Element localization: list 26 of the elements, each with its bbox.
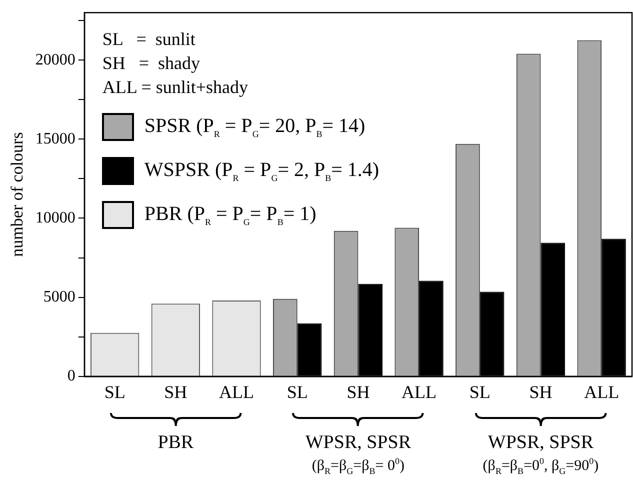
y-tick-label: 5000 [43, 288, 76, 306]
text: (β$_{R}$=β$_{B}$=0$^{0}$, β$_{G}$=90$^{0}$) [482, 456, 599, 476]
y-tick-label: 10000 [35, 209, 76, 226]
text: PBR [158, 432, 194, 454]
y-tick-label: 15000 [35, 130, 76, 148]
x-tick-label: SL [286, 382, 308, 402]
x-tick-label: SH [164, 382, 188, 402]
text: WPSR, SPSR [488, 432, 594, 454]
annotation: ALL = sunlit+shady [102, 76, 248, 98]
x-tick-label: ALL [219, 382, 254, 402]
x-tick-label: SH [346, 382, 370, 402]
y-axis-title: number of colours [8, 132, 27, 257]
text: (β$_{R}$=β$_{G}$=β$_{B}$= 0$^{0}$) [312, 456, 404, 476]
x-tick-label: ALL [584, 382, 620, 402]
y-tick-label: 0 [67, 368, 76, 385]
x-tick-label: SL [469, 382, 490, 402]
text: WPSR, SPSR [305, 432, 411, 454]
legend-label: SPSR (P$_{R}$ = P$_{G}$= 20, P$_{B}$= 14) [144, 114, 366, 139]
y-tick-label: 20000 [35, 51, 76, 68]
x-tick-label: SH [529, 382, 552, 402]
annotation: SH = shady [102, 52, 200, 74]
legend-label: WSPSR (P$_{R}$ = P$_{G}$= 2, P$_{B}$= 1.4) [144, 158, 380, 183]
annotation: SL = sunlit [102, 28, 196, 50]
x-tick-label: SL [104, 382, 126, 402]
x-tick-label: ALL [402, 382, 437, 402]
legend-label: PBR (P$_{R}$ = P$_{G}$= P$_{B}$= 1) [144, 202, 316, 227]
